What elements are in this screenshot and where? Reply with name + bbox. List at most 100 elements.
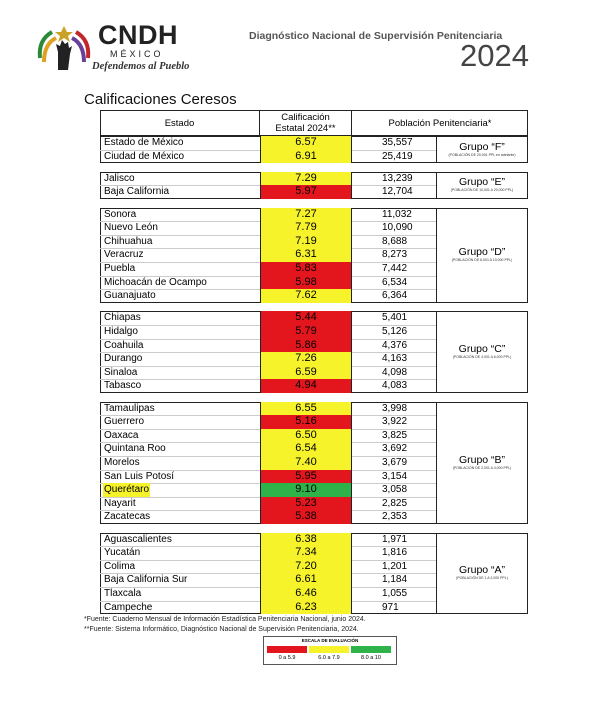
state-name: Puebla: [104, 263, 136, 274]
score-cell: 7.26: [260, 352, 352, 366]
group-note: (POBLACIÓN DE 6,001 A 10,000 PPL): [451, 258, 513, 263]
population: 3,998: [382, 402, 408, 414]
population: 1,201: [382, 560, 408, 572]
report-title: Diagnóstico Nacional de Supervisión Peni…: [249, 30, 503, 42]
population: 1,184: [382, 574, 408, 586]
footnote: *Fuente: Cuaderno Mensual de Información…: [84, 616, 366, 623]
score-cell: 7.79: [260, 221, 352, 235]
state-name: Querétaro: [103, 483, 151, 497]
state-name: Sinaloa: [104, 366, 138, 378]
state-name: Chiapas: [104, 312, 141, 324]
population: 1,055: [382, 588, 408, 599]
score-cell: 6.38: [260, 532, 352, 547]
population: 6,364: [382, 290, 408, 302]
score-cell: 5.44: [260, 311, 352, 325]
section-title: Calificaciones Ceresos: [84, 91, 237, 108]
state-name: Sonora: [104, 208, 137, 220]
state-name: Guanajuato: [104, 290, 156, 302]
state-name: Colima: [104, 560, 136, 572]
score-cell: 5.38: [260, 510, 352, 524]
state-name: Michoacán de Ocampo: [104, 276, 207, 288]
group-label: Grupo “A”: [458, 564, 506, 577]
state-name: Guerrero: [104, 416, 145, 428]
group-cell: [436, 207, 528, 303]
state-name: Tabasco: [104, 380, 142, 392]
population: 8,688: [382, 235, 408, 247]
state-name: Tamaulipas: [104, 402, 155, 414]
state-name: Morelos: [104, 457, 140, 468]
column-header: Población Penitenciaria*: [388, 117, 492, 129]
score-cell: 6.59: [260, 365, 352, 380]
population: 6,534: [382, 276, 408, 288]
score-cell: 6.57: [260, 136, 352, 150]
group-note: (POBLACIÓN DE 1 A 2,000 PPL): [456, 576, 508, 581]
score-cell: 6.91: [260, 149, 352, 164]
population: 3,154: [382, 470, 408, 482]
population: 4,376: [382, 339, 408, 351]
state-name: San Luis Potosí: [104, 470, 175, 482]
population: 10,090: [382, 222, 413, 234]
population: 25,419: [382, 150, 413, 162]
state-name: Baja California: [104, 186, 170, 198]
score-cell: 7.62: [260, 289, 352, 303]
state-name: Jalisco: [104, 172, 135, 184]
group-cell: [436, 171, 528, 199]
population: 3,058: [382, 484, 408, 496]
state-name: Yucatán: [104, 547, 141, 559]
group-note: (POBLACIÓN DE 10,001 A 20,000 PPL): [450, 188, 514, 193]
group-label: Grupo “C”: [458, 343, 506, 356]
population: 1,816: [382, 547, 408, 559]
state-name: Nayarit: [104, 497, 136, 509]
population: 11,032: [382, 208, 412, 220]
org-name: CNDH: [98, 20, 178, 50]
state-name: Estado de México: [104, 137, 184, 148]
score-cell: 6.61: [260, 573, 352, 587]
population: 2,825: [382, 497, 408, 509]
state-name: Aguascalientes: [104, 533, 172, 545]
population: 4,098: [382, 366, 408, 378]
org-motto: Defendemos al Pueblo: [92, 61, 190, 72]
group-note: (POBLACIÓN DE 20,001 PPL en adelante): [448, 152, 516, 157]
group-cell: [436, 311, 528, 393]
score-cell: 6.31: [260, 248, 352, 262]
state-name: Quintana Roo: [104, 443, 166, 455]
score-cell: 5.97: [260, 185, 352, 199]
report-year: 2024: [460, 38, 529, 73]
population: 3,679: [382, 457, 408, 468]
population: 971: [382, 601, 399, 613]
score-cell: 7.19: [260, 234, 352, 249]
state-name: Ciudad de México: [104, 150, 185, 162]
legend-label: 0 a 5.9: [278, 655, 296, 661]
legend-swatch: [267, 646, 307, 653]
state-name: Nuevo León: [104, 222, 158, 234]
group-label: Grupo “D”: [458, 246, 506, 259]
score-cell: 4.94: [260, 379, 352, 393]
header-row: [100, 110, 528, 136]
score-cell: 6.55: [260, 401, 352, 416]
population: 1,971: [382, 533, 408, 545]
score-cell: 7.34: [260, 546, 352, 560]
state-name: Durango: [104, 353, 143, 365]
group-label: Grupo “F”: [459, 140, 505, 153]
group-note: (POBLACIÓN DE 4,001 A 6,000 PPL): [452, 355, 512, 360]
score-cell: 6.46: [260, 587, 352, 601]
state-name: Hidalgo: [104, 326, 138, 337]
score-cell: 7.27: [260, 207, 352, 222]
group-label: Grupo “E”: [458, 176, 506, 189]
legend-swatch: [351, 646, 391, 653]
score-cell: 7.40: [260, 456, 352, 470]
legend-box: [263, 636, 397, 665]
legend-label: 8.0 a 10: [361, 655, 381, 661]
score-cell: 6.50: [260, 428, 352, 443]
score-cell: 6.54: [260, 442, 352, 456]
population: 8,273: [382, 249, 408, 261]
group-note: (POBLACIÓN DE 2,001 A 4,000 PPL): [452, 465, 512, 470]
group-cell: [436, 401, 528, 524]
score-cell: 5.16: [260, 415, 352, 429]
score-cell: 5.79: [260, 325, 352, 339]
state-name: Oaxaca: [104, 429, 139, 441]
column-header: Calificación Estatal 2024**: [260, 110, 352, 136]
score-cell: 5.95: [260, 469, 352, 484]
population: 7,442: [382, 263, 408, 274]
